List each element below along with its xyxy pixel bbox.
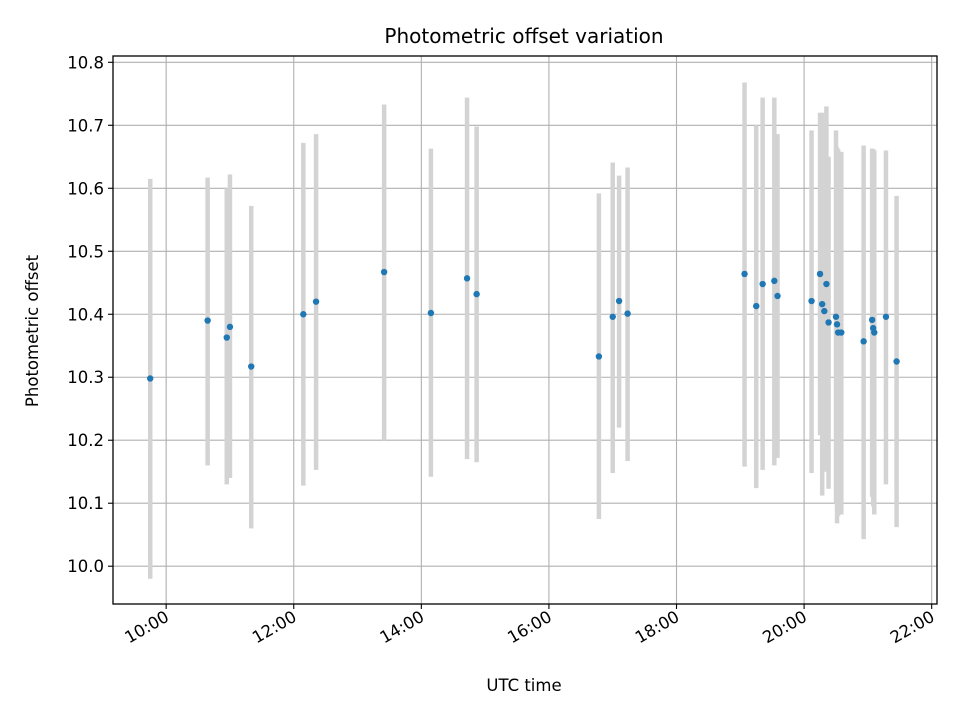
data-point [838, 329, 845, 336]
data-point [427, 309, 435, 317]
data-point [615, 297, 623, 305]
data-points [147, 268, 900, 382]
data-point [871, 329, 878, 336]
data-point [223, 334, 230, 341]
data-point [825, 319, 832, 326]
chart-title: Photometric offset variation [384, 24, 663, 48]
y-tick-label: 10.3 [67, 368, 104, 387]
data-point [312, 298, 320, 305]
data-point [226, 323, 234, 331]
data-point [204, 317, 211, 324]
y-tick-label: 10.2 [67, 431, 104, 450]
data-point [808, 297, 815, 305]
data-point [818, 300, 826, 308]
data-point [753, 302, 760, 310]
data-point [816, 270, 824, 278]
data-point [823, 280, 830, 288]
data-point [463, 275, 471, 282]
data-point [147, 375, 154, 382]
data-point [595, 353, 603, 360]
data-point [774, 292, 781, 300]
data-point [609, 313, 616, 320]
plot-area-frame [112, 55, 938, 605]
y-tick-label: 10.6 [67, 179, 104, 198]
data-point [868, 316, 876, 324]
data-point [821, 307, 828, 315]
y-tick-label: 10.0 [67, 557, 104, 576]
data-point [473, 290, 480, 298]
y-axis-ticks: 10.0 10.1 10.2 10.3 10.4 10.5 10.6 10.7 10.8 [67, 53, 113, 576]
y-tick-label: 10.4 [67, 305, 104, 324]
data-point [893, 358, 900, 365]
data-point [882, 313, 890, 320]
data-point [771, 277, 778, 285]
y-axis-label: Photometric offset [23, 254, 42, 407]
data-point [248, 363, 255, 370]
data-point [741, 270, 748, 278]
y-tick-label: 10.7 [67, 116, 104, 135]
data-point [860, 338, 867, 345]
data-point [759, 280, 766, 288]
data-point [832, 313, 840, 320]
data-point [624, 310, 631, 317]
x-axis-label: UTC time [486, 676, 561, 695]
data-point [300, 311, 307, 318]
data-point [380, 268, 388, 276]
data-point [833, 321, 841, 328]
y-tick-label: 10.1 [67, 494, 104, 513]
y-tick-label: 10.5 [67, 242, 104, 261]
y-tick-label: 10.8 [67, 53, 104, 72]
